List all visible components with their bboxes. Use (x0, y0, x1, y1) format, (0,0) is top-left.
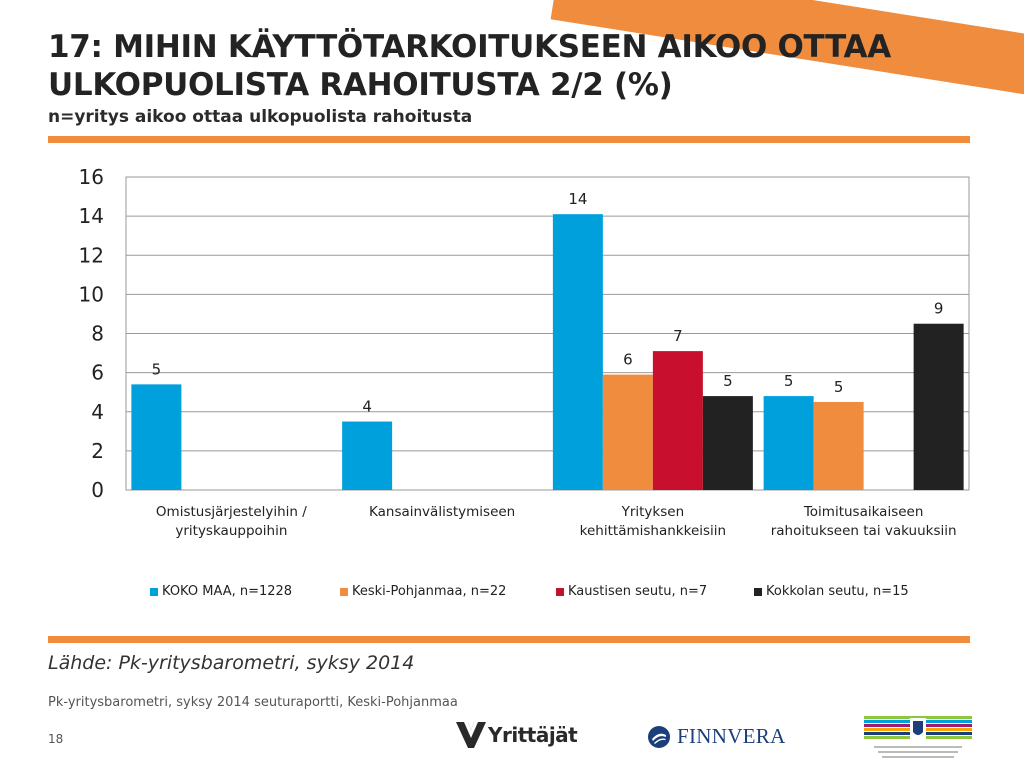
y-tick-label: 2 (91, 439, 104, 463)
y-tick-label: 0 (91, 478, 104, 502)
bar (131, 384, 182, 490)
bar-chart: 0 2 4 6 8 10 12 14 16 5 4 14 5 6 5 7 5 9 Omistusjärjestely… (79, 165, 970, 539)
legend-swatch (754, 587, 762, 596)
x-category-label: rahoitukseen tai vakuuksiin (771, 523, 957, 539)
data-label: 5 (723, 372, 733, 390)
data-label: 5 (834, 378, 844, 396)
x-category-label: Kansainvälistymiseen (369, 504, 515, 520)
slide-title: 17: MIHIN KÄYTTÖTARKOITUKSEEN AIKOO OTTA… (48, 29, 891, 103)
y-tick-label: 10 (79, 282, 104, 306)
x-category-label: Omistusjärjestelyihin / (156, 504, 307, 520)
finnvera-logo: FINNVERA (647, 724, 786, 749)
yrittajat-logo: Yrittäjät (456, 722, 578, 748)
legend-swatch (340, 587, 348, 596)
y-tick-label: 6 (91, 361, 104, 385)
legend-item-keski-pohjanmaa: Keski-Pohjanmaa, n=22 (340, 584, 506, 599)
plot-area-frame (125, 176, 970, 491)
data-label: 14 (568, 190, 587, 208)
legend-item-kokkolan-seutu: Kokkolan seutu, n=15 (754, 584, 909, 599)
data-label: 4 (362, 398, 372, 416)
data-label: 6 (623, 351, 633, 369)
report-name: Pk-yritysbarometri, syksy 2014 seuturapo… (48, 695, 458, 710)
y-tick-label: 16 (79, 165, 104, 189)
bar (552, 214, 603, 490)
source-note: Lähde: Pk-yritysbarometri, syksy 2014 (48, 652, 415, 674)
legend-label: Keski-Pohjanmaa, n=22 (352, 584, 507, 599)
bar (702, 396, 753, 490)
page-number: 18 (48, 732, 64, 746)
data-label: 5 (152, 360, 162, 378)
y-tick-label: 8 (91, 322, 104, 346)
legend-item-kaustisen-seutu: Kaustisen seutu, n=7 (556, 584, 707, 599)
bottom-divider (48, 636, 970, 643)
bar (652, 351, 703, 490)
slide-subtitle: n=yritys aikoo ottaa ulkopuolista rahoit… (48, 107, 473, 127)
legend-item-koko-maa: KOKO MAA, n=1228 (150, 584, 292, 599)
legend-label: KOKO MAA, n=1228 (162, 584, 293, 599)
data-label: 5 (784, 372, 794, 390)
data-label: 9 (934, 300, 944, 318)
ministry-logo (864, 716, 972, 758)
bar (813, 401, 864, 490)
x-category-label: Yrityksen (621, 504, 685, 520)
bar (913, 323, 964, 490)
yrittajat-logo-icon (456, 722, 486, 748)
yrittajat-logo-text: Yrittäjät (488, 723, 578, 747)
x-category-label: Toimitusaikaiseen (803, 504, 924, 520)
x-category-label: kehittämishankkeisiin (580, 523, 726, 539)
finnvera-logo-icon (648, 725, 670, 748)
y-tick-label: 12 (79, 243, 104, 267)
y-tick-label: 14 (79, 204, 104, 228)
legend-swatch (150, 587, 158, 596)
chart-legend: KOKO MAA, n=1228 Keski-Pohjanmaa, n=22 K… (150, 584, 950, 602)
bar (763, 396, 814, 490)
legend-label: Kokkolan seutu, n=15 (766, 584, 909, 599)
bar (342, 421, 393, 490)
top-divider (48, 136, 970, 143)
y-tick-label: 4 (91, 400, 104, 424)
bar (602, 374, 653, 490)
finnvera-logo-text: FINNVERA (677, 724, 786, 748)
legend-swatch (556, 587, 564, 596)
data-label: 7 (673, 327, 683, 345)
legend-label: Kaustisen seutu, n=7 (568, 584, 708, 599)
x-category-label: yrityskauppoihin (175, 523, 287, 539)
